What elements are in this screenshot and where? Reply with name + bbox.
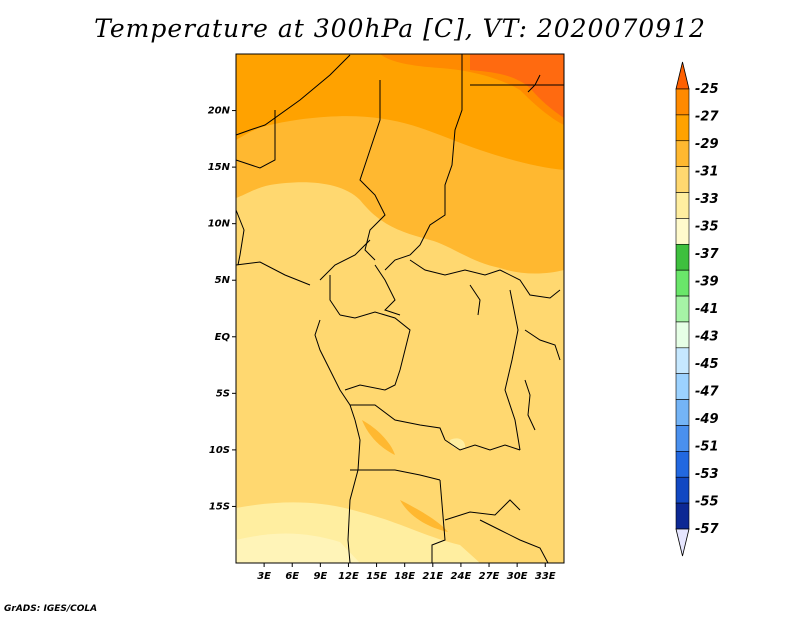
colorbar-label: -41 — [695, 302, 719, 317]
border-line — [479, 519, 549, 564]
border-line — [344, 369, 401, 391]
border-line — [350, 469, 441, 481]
map-field — [236, 54, 564, 563]
lat-tick-label: 5N — [215, 275, 231, 286]
lon-tick-label: 9E — [313, 571, 327, 582]
lat-tick-label: 20N — [208, 106, 231, 117]
latitude-axis: 20N 15N 10N 5N EQ 5S 10S 15S — [208, 106, 236, 512]
border-line — [329, 275, 341, 316]
border-line — [444, 439, 521, 451]
lake-edge — [524, 379, 536, 431]
coastline — [235, 209, 245, 266]
colorbar-label: -51 — [695, 440, 719, 455]
map-title: Temperature at 300hPa [C], VT: 202007091… — [94, 14, 706, 43]
colorbar-swatch — [675, 140, 690, 167]
border-line — [319, 239, 371, 281]
lat-tick-label: 15S — [209, 501, 230, 512]
border-line — [499, 269, 561, 299]
colorbar-swatch — [675, 425, 690, 452]
colorbar-label: -43 — [695, 330, 719, 345]
colorbar-swatch — [675, 321, 690, 349]
colorbar-label: -57 — [695, 522, 719, 537]
lon-tick-label: 21E — [422, 571, 443, 582]
grads-credit: GrADS: IGES/COLA — [4, 604, 98, 614]
colorbar-swatch — [675, 373, 690, 400]
lon-tick-label: 3E — [257, 571, 271, 582]
colorbar-swatch — [675, 218, 690, 245]
colorbar: -25 -27 -29 -31 -33 -35 -37 -39 -41 -43 -45 -47 -49 -… — [675, 61, 719, 557]
lon-tick-label: 33E — [535, 571, 556, 582]
border-line — [504, 289, 521, 451]
colorbar-label: -37 — [695, 247, 719, 262]
lat-tick-label: 10S — [209, 445, 230, 456]
colorbar-top-arrow — [675, 61, 690, 90]
field-patch-southern-streak-2 — [400, 500, 448, 532]
field-patch-hottest-ne — [470, 54, 564, 118]
colorbar-bottom-arrow — [675, 528, 690, 557]
colorbar-label: -25 — [695, 82, 719, 97]
lon-tick-label: 18E — [394, 571, 415, 582]
colorbar-label: -33 — [695, 192, 719, 207]
border-line — [469, 284, 481, 316]
colorbar-swatch — [675, 88, 690, 116]
colorbar-swatch — [675, 269, 690, 297]
border-line — [350, 404, 446, 441]
lat-tick-label: 15N — [208, 162, 231, 173]
border-line — [527, 74, 541, 93]
border-line — [235, 261, 311, 286]
border-line — [409, 259, 501, 276]
coastline — [347, 419, 361, 564]
border-line — [444, 499, 521, 521]
colorbar-swatch — [675, 399, 690, 426]
colorbar-swatch — [675, 114, 690, 142]
colorbar-label: -49 — [695, 412, 719, 427]
lon-tick-label: 27E — [479, 571, 500, 582]
border-line — [235, 110, 276, 169]
lon-tick-label: 30E — [507, 571, 528, 582]
colorbar-swatch — [675, 243, 690, 271]
field-band-lightest — [236, 533, 360, 563]
lon-tick-label: 15E — [366, 571, 387, 582]
colorbar-swatch — [675, 451, 690, 478]
colorbar-swatch — [675, 347, 690, 375]
lon-tick-label: 24E — [451, 571, 472, 582]
colorbar-swatch — [675, 295, 690, 323]
lat-tick-label: EQ — [215, 332, 231, 343]
colorbar-swatch — [675, 192, 690, 219]
coastline — [314, 319, 356, 421]
colorbar-label: -53 — [695, 467, 719, 482]
colorbar-label: -39 — [695, 275, 719, 290]
border-line — [384, 54, 463, 271]
border-line — [524, 329, 561, 361]
colorbar-label: -45 — [695, 357, 719, 372]
colorbar-label: -55 — [695, 495, 719, 510]
map-frame — [235, 53, 565, 564]
colorbar-label: -47 — [695, 385, 719, 400]
lon-tick-label: 12E — [338, 571, 359, 582]
colorbar-label: -31 — [695, 165, 719, 180]
colorbar-swatch — [675, 166, 690, 193]
lon-tick-label: 6E — [285, 571, 299, 582]
border-line — [431, 479, 446, 563]
colorbar-label: -35 — [695, 220, 719, 235]
country-borders — [235, 54, 564, 564]
field-patch-southern-streak-1 — [362, 420, 395, 455]
colorbar-label: -29 — [695, 137, 719, 152]
border-line — [339, 311, 411, 371]
lat-tick-label: 5S — [216, 388, 230, 399]
border-line — [235, 54, 351, 136]
longitude-axis: 3E 6E 9E 12E 15E 18E 21E 24E 27E 30E 33E — [257, 563, 556, 582]
lat-tick-label: 10N — [208, 219, 231, 230]
border-line — [374, 264, 401, 316]
colorbar-label: -27 — [695, 110, 719, 125]
field-band-darker-orange — [236, 54, 564, 170]
colorbar-swatch — [675, 476, 690, 504]
colorbar-swatch — [675, 502, 690, 530]
